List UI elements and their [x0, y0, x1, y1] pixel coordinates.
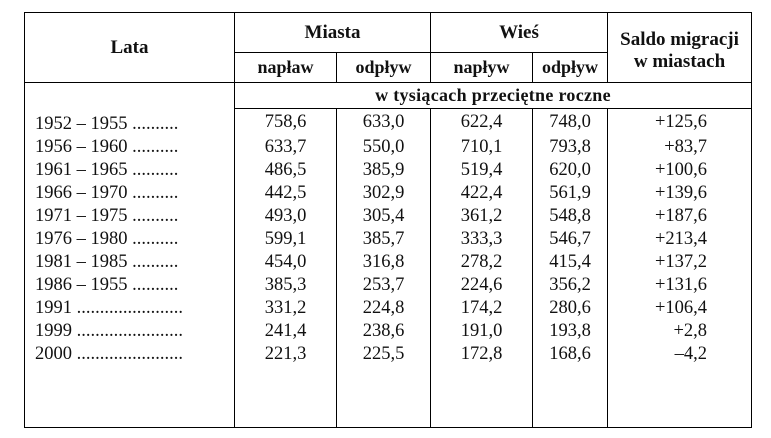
cell-miasta-naplyw: 758,6 — [234, 108, 337, 136]
header-lata: Lata — [24, 12, 235, 83]
cell-saldo: +125,6 — [607, 108, 752, 136]
table-row: 1966 – 1970 .......... 442,5 302,9 422,4… — [25, 181, 752, 205]
cell-lata: 1999 ....................... — [35, 320, 183, 341]
cell-saldo: +137,2 — [607, 250, 752, 274]
cell-wies-naplyw: 278,2 — [430, 250, 533, 274]
unit-label: w tysiącach przeciętne roczne — [233, 82, 752, 109]
table-row: 1971 – 1975 .......... 493,0 305,4 361,2… — [25, 204, 752, 228]
cell-miasta-odplyw: 253,7 — [336, 273, 431, 297]
cell-wies-naplyw: 172,8 — [430, 342, 533, 366]
cell-wies-naplyw: 422,4 — [430, 181, 533, 205]
cell-miasta-naplyw: 486,5 — [234, 158, 337, 182]
cell-wies-naplyw: 519,4 — [430, 158, 533, 182]
cell-saldo: +106,4 — [607, 296, 752, 320]
header-miasta: Miasta — [234, 12, 431, 53]
cell-miasta-naplyw: 454,0 — [234, 250, 337, 274]
cell-lata: 1991 ....................... — [35, 297, 183, 318]
cell-wies-odplyw: 561,9 — [531, 181, 608, 205]
cell-miasta-odplyw: 302,9 — [336, 181, 431, 205]
table-row: 1981 – 1985 .......... 454,0 316,8 278,2… — [25, 250, 752, 274]
cell-lata: 1976 – 1980 .......... — [35, 228, 179, 249]
cell-wies-naplyw: 333,3 — [430, 227, 533, 251]
cell-miasta-naplyw: 241,4 — [234, 319, 337, 343]
header-wies: Wieś — [429, 12, 608, 53]
cell-wies-odplyw: 193,8 — [531, 319, 608, 343]
cell-miasta-naplyw: 493,0 — [234, 204, 337, 228]
cell-miasta-naplyw: 442,5 — [234, 181, 337, 205]
cell-lata: 1952 – 1955 .......... — [35, 113, 179, 134]
cell-wies-naplyw: 710,1 — [430, 135, 533, 159]
cell-wies-odplyw: 356,2 — [531, 273, 608, 297]
cell-lata: 1966 – 1970 .......... — [35, 182, 179, 203]
cell-wies-odplyw: 620,0 — [531, 158, 608, 182]
table-row: 2000 ....................... 221,3 225,5… — [25, 342, 752, 366]
cell-saldo: –4,2 — [607, 342, 752, 366]
cell-wies-naplyw: 622,4 — [430, 108, 533, 136]
migration-table: Lata Miasta Wieś Saldo migracji w miasta… — [24, 12, 753, 428]
cell-miasta-naplyw: 221,3 — [234, 342, 337, 366]
cell-saldo: +139,6 — [607, 181, 752, 205]
header-saldo: Saldo migracji w miastach — [607, 12, 752, 83]
cell-miasta-odplyw: 316,8 — [336, 250, 431, 274]
header-miasta-naplyw: napław — [234, 52, 337, 83]
cell-lata: 1971 – 1975 .......... — [35, 205, 179, 226]
table-row: 1986 – 1955 .......... 385,3 253,7 224,6… — [25, 273, 752, 297]
cell-miasta-odplyw: 305,4 — [336, 204, 431, 228]
cell-wies-naplyw: 191,0 — [430, 319, 533, 343]
cell-saldo: +100,6 — [607, 158, 752, 182]
cell-miasta-naplyw: 385,3 — [234, 273, 337, 297]
cell-wies-odplyw: 415,4 — [531, 250, 608, 274]
cell-miasta-odplyw: 238,6 — [336, 319, 431, 343]
header-wies-odplyw: odpływ — [531, 52, 608, 83]
header-wies-naplyw: napływ — [430, 52, 533, 83]
table-row: 1991 ....................... 331,2 224,8… — [25, 296, 752, 320]
cell-wies-odplyw: 548,8 — [531, 204, 608, 228]
cell-saldo: +213,4 — [607, 227, 752, 251]
table-row: 1999 ....................... 241,4 238,6… — [25, 319, 752, 343]
cell-wies-naplyw: 361,2 — [430, 204, 533, 228]
cell-lata: 1956 – 1960 .......... — [35, 136, 179, 157]
header-saldo-line2: w miastach — [633, 50, 726, 72]
cell-wies-naplyw: 174,2 — [430, 296, 533, 320]
cell-wies-odplyw: 280,6 — [531, 296, 608, 320]
cell-miasta-odplyw: 385,9 — [336, 158, 431, 182]
cell-saldo: +131,6 — [607, 273, 752, 297]
cell-lata: 1981 – 1985 .......... — [35, 251, 179, 272]
cell-miasta-odplyw: 550,0 — [336, 135, 431, 159]
cell-wies-odplyw: 546,7 — [531, 227, 608, 251]
header-saldo-line1: Saldo migracji — [620, 28, 739, 50]
cell-miasta-naplyw: 633,7 — [234, 135, 337, 159]
cell-miasta-naplyw: 599,1 — [234, 227, 337, 251]
table-row: 1952 – 1955 .......... 758,6 633,0 622,4… — [25, 108, 752, 136]
cell-saldo: +187,6 — [607, 204, 752, 228]
table-row: 1976 – 1980 .......... 599,1 385,7 333,3… — [25, 227, 752, 251]
unit-row-blank — [25, 83, 235, 109]
cell-saldo: +83,7 — [607, 135, 752, 159]
cell-wies-odplyw: 168,6 — [531, 342, 608, 366]
header-miasta-odplyw: odpływ — [336, 52, 431, 83]
cell-lata: 1961 – 1965 .......... — [35, 159, 179, 180]
cell-miasta-odplyw: 225,5 — [336, 342, 431, 366]
cell-wies-odplyw: 793,8 — [531, 135, 608, 159]
cell-miasta-odplyw: 224,8 — [336, 296, 431, 320]
table-bottom-spacer — [25, 365, 752, 428]
cell-wies-naplyw: 224,6 — [430, 273, 533, 297]
cell-wies-odplyw: 748,0 — [531, 108, 608, 136]
cell-saldo: +2,8 — [607, 319, 752, 343]
cell-lata: 2000 ....................... — [35, 343, 183, 364]
cell-miasta-odplyw: 385,7 — [336, 227, 431, 251]
cell-miasta-odplyw: 633,0 — [336, 108, 431, 136]
cell-miasta-naplyw: 331,2 — [234, 296, 337, 320]
table-row: 1961 – 1965 .......... 486,5 385,9 519,4… — [25, 158, 752, 182]
table-row: 1956 – 1960 .......... 633,7 550,0 710,1… — [25, 135, 752, 159]
cell-lata: 1986 – 1955 .......... — [35, 274, 179, 295]
